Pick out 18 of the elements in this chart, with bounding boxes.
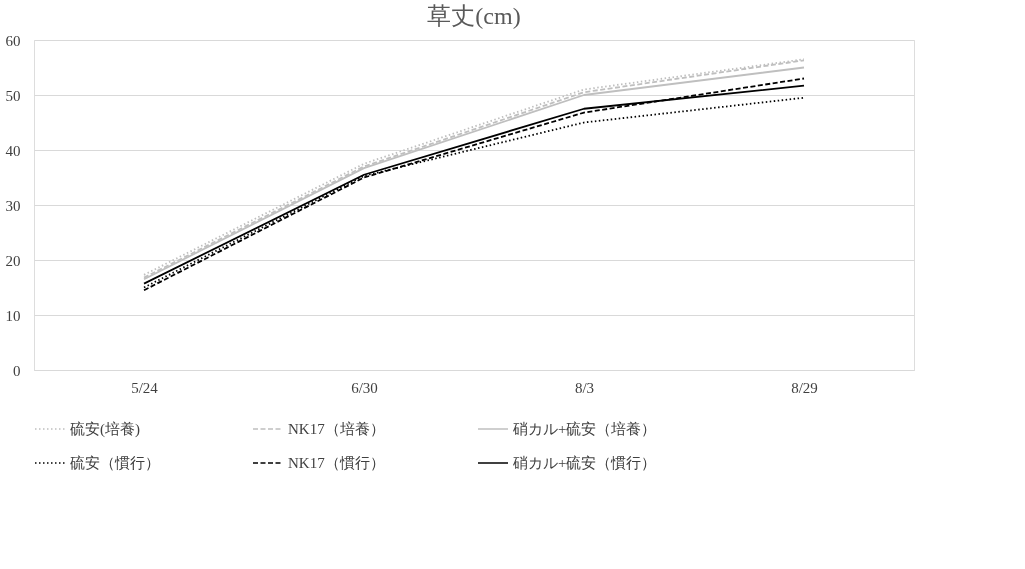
- legend-label: 硝カル+硫安（慣行）: [512, 455, 657, 471]
- x-tick-label: 6/30: [351, 379, 378, 396]
- y-tick-label: 20: [5, 252, 21, 269]
- legend-label: 硝カル+硫安（培養）: [512, 421, 657, 437]
- y-tick-label: 40: [5, 142, 21, 159]
- y-tick-label: 50: [5, 87, 21, 104]
- x-tick-label: 8/3: [574, 379, 595, 396]
- y-tick-label: 0: [13, 362, 21, 379]
- y-tick-label: 60: [5, 32, 21, 49]
- y-tick-label: 30: [5, 197, 21, 214]
- y-tick-label: 10: [5, 307, 21, 324]
- x-tick-label: 5/24: [131, 379, 159, 396]
- legend-label: 硫安(培養): [70, 421, 140, 438]
- legend-label: 硫安（慣行）: [70, 455, 160, 471]
- x-tick-label: 8/29: [791, 379, 818, 396]
- legend-label: NK17（培養）: [288, 421, 385, 437]
- chart-title: 草丈(cm): [427, 3, 521, 29]
- legend-label: NK17（慣行）: [288, 455, 385, 471]
